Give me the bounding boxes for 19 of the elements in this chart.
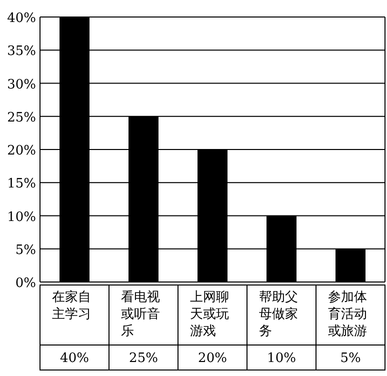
- y-tick-label: 30%: [7, 77, 36, 92]
- data-label: 20%: [198, 351, 227, 366]
- x-tick-label: 参加体育活动或旅游: [328, 290, 367, 339]
- data-label: 40%: [60, 351, 89, 366]
- data-label: 10%: [267, 351, 296, 366]
- y-tick-label: 35%: [7, 44, 36, 60]
- y-tick-label: 0%: [15, 276, 36, 291]
- data-label: 25%: [129, 351, 158, 366]
- x-tick-label: 在家自主学习: [52, 289, 91, 322]
- x-tick-label: 看电视或听音乐: [121, 290, 160, 339]
- x-tick-label: 上网聊天或玩游戏: [190, 290, 229, 339]
- y-tick-label: 15%: [7, 176, 36, 192]
- y-tick-label: 20%: [7, 144, 36, 158]
- x-tick-label: 帮助父母做家务: [259, 290, 298, 339]
- data-label: 5%: [340, 351, 361, 366]
- y-tick-label: 25%: [7, 110, 36, 126]
- y-tick-label: 40%: [7, 11, 36, 26]
- y-tick-label: 5%: [15, 242, 36, 258]
- y-tick-label: 10%: [7, 210, 36, 225]
